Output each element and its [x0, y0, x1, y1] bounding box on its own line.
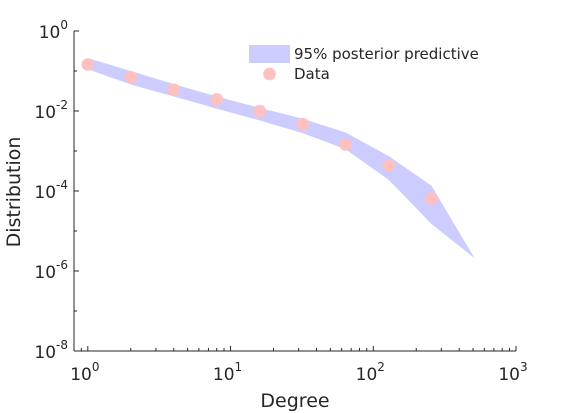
data-point	[124, 70, 138, 84]
y-tick-label: 10-6	[34, 258, 68, 283]
data-point	[425, 192, 438, 205]
points-layer	[81, 58, 438, 205]
band-layer	[87, 58, 475, 259]
data-point	[81, 58, 95, 71]
legend-data-label: Data	[294, 65, 330, 83]
legend: 95% posterior predictive Data	[249, 45, 479, 83]
x-tick-label: 102	[356, 360, 385, 385]
x-tick-label: 101	[213, 360, 242, 385]
legend-data-marker	[263, 67, 276, 81]
data-point	[210, 93, 223, 106]
x-tick-label: 103	[498, 360, 527, 385]
y-tick-label: 10-8	[34, 338, 68, 363]
y-axis-label: Distribution	[3, 137, 25, 248]
x-axis-label: Degree	[260, 390, 329, 412]
y-tick-label: 100	[39, 18, 68, 43]
y-tick-label: 10-4	[34, 178, 68, 203]
data-point	[339, 138, 352, 151]
data-point	[253, 104, 266, 118]
data-point	[296, 117, 310, 131]
legend-band-label: 95% posterior predictive	[294, 45, 479, 63]
ticks-layer: 100 101 102 103 100 10-2 10-4 10-6 10-8	[34, 18, 527, 385]
y-tick-label: 10-2	[34, 98, 68, 123]
legend-band-swatch	[249, 45, 290, 63]
data-point	[167, 83, 181, 96]
data-point	[382, 159, 395, 172]
posterior-predictive-band	[87, 58, 475, 259]
x-tick-label: 100	[70, 360, 99, 385]
